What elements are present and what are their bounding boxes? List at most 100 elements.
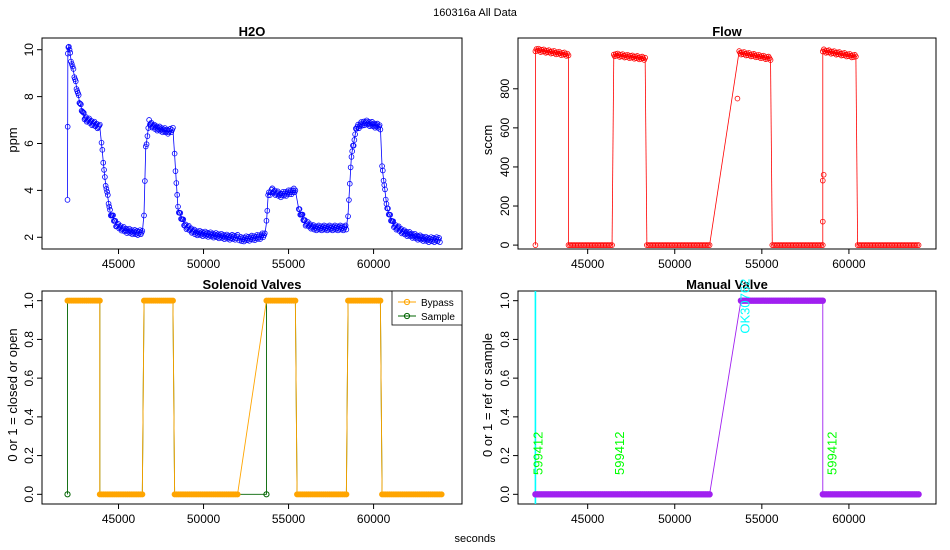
h2o-data-point <box>348 154 355 160</box>
h2o-data-point <box>70 66 77 72</box>
figure-suptitle: 160316a All Data <box>433 7 518 19</box>
y-tick-label: 0.4 <box>22 408 36 425</box>
h2o-data-point <box>106 204 113 210</box>
flow-connector-line <box>611 54 615 246</box>
h2o-data-point <box>167 125 174 132</box>
h2o-data-point <box>264 207 271 214</box>
solenoid-legend: Bypass Sample <box>391 290 463 326</box>
h2o-data-point <box>141 212 147 219</box>
h2o-data-point <box>112 217 119 224</box>
h2o-data-point <box>351 137 358 143</box>
h2o-data-point <box>142 178 148 184</box>
x-tick-label: 50000 <box>658 512 692 526</box>
h2o-data-point <box>387 211 394 218</box>
y-tick-label: 10 <box>22 43 36 57</box>
flow-data-point <box>607 242 614 248</box>
flow-data-point <box>532 242 539 248</box>
flow-data-point <box>606 242 612 248</box>
x-tick-label: 45000 <box>571 512 605 526</box>
h2o-data-point <box>143 141 150 148</box>
flow-y-label: sccm <box>480 125 495 155</box>
h2o-data-point <box>299 211 306 218</box>
x-tick-label: 60000 <box>357 257 391 271</box>
flow-panel: Flow sccm 45000 50000 55000 60000 0 200 400 600… <box>480 24 937 271</box>
flow-data-point <box>914 242 920 248</box>
x-tick-label: 50000 <box>187 257 221 271</box>
legend-bypass-label: Bypass <box>421 298 454 309</box>
manual-valve-data-point <box>819 297 826 304</box>
flow-data-point <box>703 242 710 248</box>
h2o-data-point <box>105 192 111 198</box>
flow-data-point <box>705 242 711 248</box>
h2o-data-point <box>352 131 358 138</box>
legend-bypass-marker <box>403 298 411 306</box>
solenoid-title: Solenoid Valves <box>203 277 302 292</box>
h2o-data-point <box>345 213 351 220</box>
x-tick-label: 50000 <box>658 257 692 271</box>
y-tick-label: 0.2 <box>498 447 512 464</box>
sample-data-point <box>64 491 71 498</box>
y-tick-label: 8 <box>22 93 36 100</box>
h2o-connector-line <box>379 127 383 167</box>
h2o-data-point <box>437 239 443 245</box>
h2o-data-point <box>64 197 71 203</box>
bypass-data-point <box>377 297 384 304</box>
y-tick-label: 0 <box>498 241 512 248</box>
manual-valve-y-label: 0 or 1 = ref or sample <box>480 333 495 457</box>
manual-valve-title: Manual Valve <box>686 277 768 292</box>
bypass-data-point <box>438 491 445 498</box>
y-tick-label: 400 <box>498 157 512 177</box>
h2o-data-point <box>261 230 268 237</box>
x-tick-label: 45000 <box>102 512 136 526</box>
h2o-data-point <box>102 174 108 180</box>
h2o-data-point <box>67 49 74 56</box>
h2o-data-point <box>349 148 356 155</box>
flow-title: Flow <box>712 24 742 39</box>
y-tick-label: 0.4 <box>498 408 512 425</box>
h2o-data-point <box>263 217 270 224</box>
h2o-data-point <box>142 143 149 150</box>
y-tick-label: 0.0 <box>498 486 512 503</box>
h2o-data-point <box>177 210 184 216</box>
h2o-data-point <box>174 192 180 198</box>
y-tick-label: 0.6 <box>22 369 36 386</box>
h2o-data-point <box>75 92 82 98</box>
manual-valve-data-point <box>706 491 713 498</box>
h2o-data-point <box>66 46 73 53</box>
flow-data-point <box>734 95 741 102</box>
manual-valve-annotation: 599412 <box>825 432 840 475</box>
x-tick-label: 50000 <box>187 512 221 526</box>
y-tick-label: 600 <box>498 118 512 138</box>
y-tick-label: 0.0 <box>22 486 36 503</box>
h2o-data-point <box>144 133 151 139</box>
flow-connector-line <box>709 51 740 246</box>
h2o-data-point <box>66 43 72 50</box>
flow-data-point <box>818 242 825 248</box>
h2o-data-point <box>171 150 178 157</box>
h2o-data-point <box>78 101 84 108</box>
legend-sample-label: Sample <box>421 312 455 323</box>
h2o-connector-line <box>264 223 267 235</box>
h2o-connector-line <box>141 213 145 233</box>
plot-frame <box>41 290 463 505</box>
x-tick-label: 60000 <box>832 512 866 526</box>
x-tick-label: 55000 <box>745 257 779 271</box>
h2o-data-point <box>296 206 303 212</box>
x-tick-label: 60000 <box>357 512 391 526</box>
h2o-data-point <box>64 123 71 130</box>
h2o-data-point <box>110 212 116 219</box>
h2o-data-point <box>385 205 391 212</box>
y-tick-label: 1.0 <box>498 292 512 309</box>
h2o-data-point <box>77 100 83 107</box>
h2o-data-point <box>347 164 354 171</box>
x-tick-label: 55000 <box>272 512 306 526</box>
y-tick-label: 200 <box>498 196 512 216</box>
h2o-data-point <box>350 142 357 149</box>
sample-data-point <box>263 491 270 498</box>
h2o-data-point <box>69 63 76 70</box>
y-tick-label: 0.8 <box>498 331 512 348</box>
bypass-data-point <box>292 297 299 304</box>
y-tick-label: 0.2 <box>22 447 36 464</box>
y-tick-label: 1.0 <box>22 292 36 309</box>
